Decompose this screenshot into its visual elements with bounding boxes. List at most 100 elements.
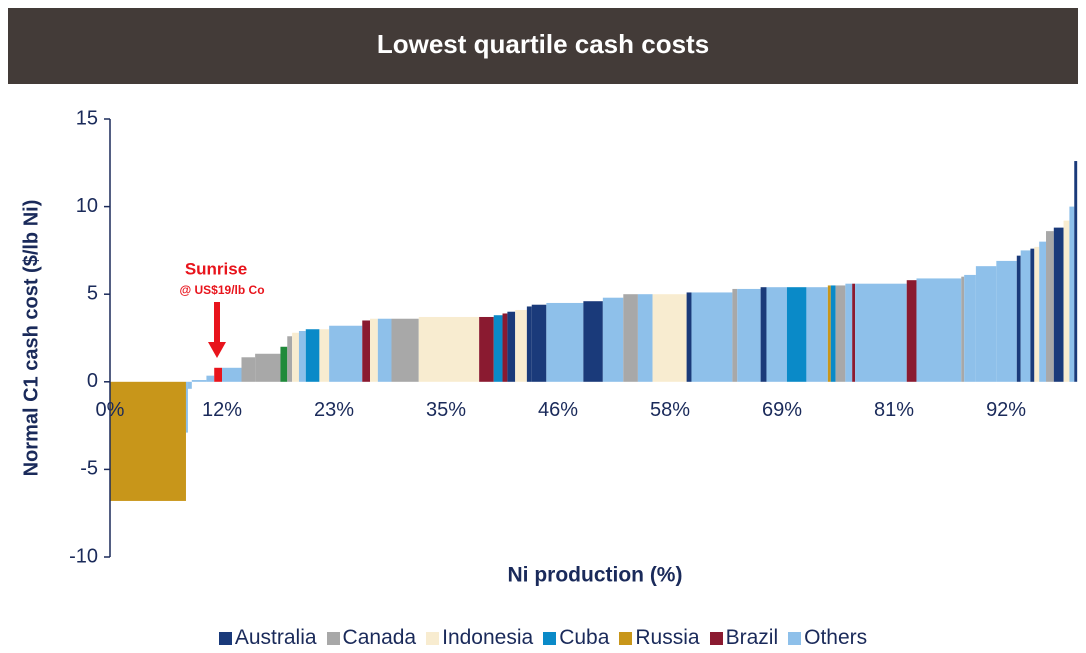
bar — [418, 316, 480, 382]
x-tick-label: 0% — [96, 399, 125, 421]
bar — [855, 283, 907, 382]
bar — [185, 381, 188, 433]
bar — [531, 304, 547, 382]
bar — [502, 313, 508, 382]
x-tick-label: 35% — [426, 399, 466, 421]
y-tick-label: 15 — [76, 107, 98, 129]
bar — [637, 294, 653, 382]
legend-swatch — [543, 631, 557, 645]
bar — [370, 318, 378, 382]
bar — [906, 280, 917, 382]
bar — [377, 318, 392, 382]
bars — [110, 161, 1078, 501]
chart: Lowest quartile cash costs Normal C1 cas… — [8, 8, 1078, 587]
y-tick-label: -10 — [69, 545, 98, 567]
x-tick-label: 69% — [762, 399, 802, 421]
annotation-subtitle: @ US$19/lb Co — [179, 283, 264, 297]
legend-label: Russia — [635, 626, 700, 649]
bar — [964, 274, 976, 382]
bar — [1034, 246, 1040, 382]
x-tick-label: 23% — [314, 399, 354, 421]
bar — [806, 287, 828, 382]
legend-item: Cuba — [543, 626, 609, 650]
bar — [652, 294, 687, 382]
bar — [298, 330, 306, 382]
bar — [852, 283, 856, 382]
bar — [287, 336, 293, 382]
bar — [1039, 241, 1047, 382]
x-tick-label: 81% — [874, 399, 914, 421]
bar — [493, 315, 503, 382]
bar — [362, 320, 371, 382]
bar — [305, 329, 320, 382]
bar — [996, 260, 1017, 382]
bar — [546, 302, 584, 382]
legend-label: Cuba — [559, 626, 610, 649]
bar — [760, 287, 767, 382]
legend-item: Indonesia — [426, 626, 533, 650]
legend-label: Others — [804, 626, 868, 649]
bar — [255, 353, 281, 382]
bar — [1053, 227, 1064, 382]
legend-item: Russia — [619, 626, 700, 650]
title-banner — [8, 8, 1078, 84]
legend-label: Brazil — [725, 626, 779, 649]
bar — [766, 287, 787, 382]
bar — [1063, 220, 1070, 382]
legend: Australia Canada Indonesia Cuba Russia Brazil… — [0, 626, 1086, 650]
bar — [1074, 161, 1078, 382]
bar — [1020, 250, 1031, 382]
bar — [1016, 255, 1021, 382]
x-axis-label: Ni production (%) — [508, 564, 683, 587]
bar — [916, 278, 962, 382]
bar — [191, 380, 207, 382]
legend-swatch — [788, 631, 802, 645]
bar — [515, 309, 527, 382]
bar — [691, 292, 733, 382]
bar — [583, 301, 603, 382]
legend-swatch — [326, 631, 340, 645]
legend-item: Brazil — [709, 626, 779, 650]
legend-swatch — [426, 631, 440, 645]
bar — [827, 285, 831, 382]
bar — [319, 329, 330, 382]
bar — [222, 367, 242, 382]
chart-title: Lowest quartile cash costs — [377, 29, 709, 59]
annotation-arrow — [208, 302, 226, 358]
x-tick-label: 58% — [650, 399, 690, 421]
bar — [975, 266, 997, 382]
bar — [602, 297, 624, 382]
y-tick-label: 5 — [87, 282, 98, 304]
bar — [1030, 248, 1035, 382]
x-tick-label: 92% — [986, 399, 1026, 421]
bar — [391, 318, 419, 382]
y-tick-label: 10 — [76, 195, 98, 217]
legend-swatch — [619, 631, 633, 645]
legend-label: Indonesia — [442, 626, 534, 649]
bar — [206, 375, 215, 382]
bar — [623, 294, 638, 382]
legend-item: Others — [788, 626, 867, 650]
bar — [214, 367, 223, 382]
legend-item: Australia — [218, 626, 317, 650]
bar — [292, 332, 299, 382]
bar — [479, 316, 494, 382]
x-tick-label: 12% — [202, 399, 242, 421]
y-tick-label: 0 — [87, 370, 98, 392]
bar — [187, 381, 192, 389]
bar — [280, 346, 288, 382]
bar — [786, 287, 807, 382]
bar — [732, 288, 738, 382]
bar — [686, 292, 692, 382]
bar — [845, 283, 853, 382]
legend-label: Australia — [234, 626, 317, 649]
bar — [830, 285, 836, 382]
bar — [110, 381, 186, 501]
bar — [1046, 231, 1054, 382]
legend-swatch — [218, 631, 232, 645]
bar — [737, 288, 761, 382]
legend-item: Canada — [326, 626, 416, 650]
x-tick-label: 46% — [538, 399, 578, 421]
annotation-title: Sunrise — [185, 259, 247, 278]
